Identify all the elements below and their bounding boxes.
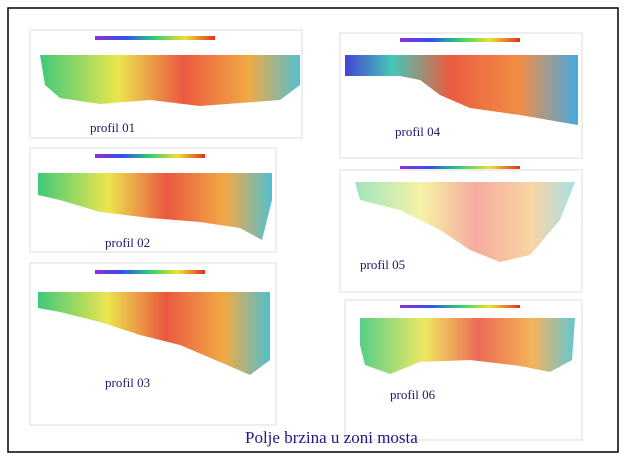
panel-label: profil 06 — [390, 387, 436, 402]
slide-caption: Polje brzina u zoni mosta — [245, 428, 418, 447]
panel-label: profil 04 — [395, 124, 441, 139]
panel-label: profil 05 — [360, 257, 405, 272]
velocity-plot: profil 03 — [30, 263, 276, 425]
slide: profil 01 profil 04 profil 02 profil 05 … — [0, 0, 627, 461]
panel-label: profil 01 — [90, 120, 135, 135]
velocity-plot: profil 04 — [340, 33, 582, 158]
panel-label: profil 03 — [105, 375, 150, 390]
velocity-plot: profil 06 — [345, 300, 582, 440]
velocity-plot: profil 02 — [30, 148, 276, 252]
velocity-plot: profil 05 — [340, 166, 582, 292]
velocity-plot: profil 01 — [30, 30, 302, 138]
panel-label: profil 02 — [105, 235, 150, 250]
